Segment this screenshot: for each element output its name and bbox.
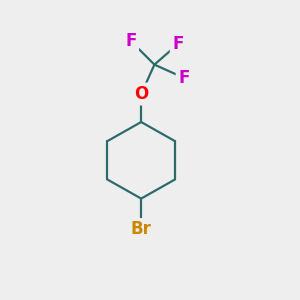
Text: O: O: [134, 85, 148, 103]
Text: F: F: [172, 35, 184, 53]
Text: F: F: [178, 69, 190, 87]
Text: Br: Br: [131, 220, 152, 238]
Text: F: F: [125, 32, 136, 50]
